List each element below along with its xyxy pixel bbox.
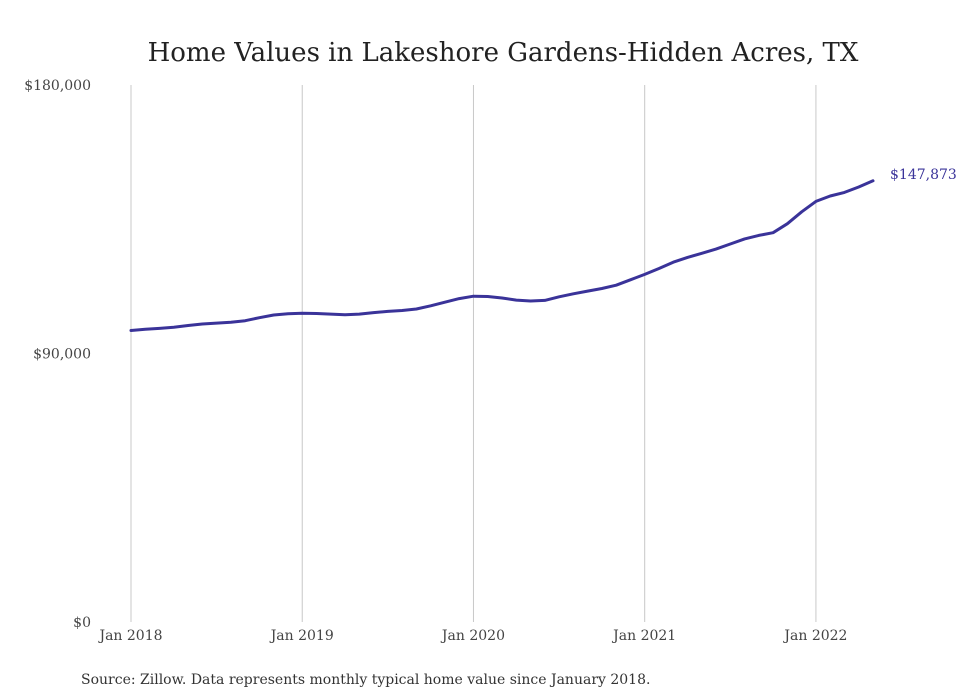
x-tick-label: Jan 2022 [782, 628, 847, 644]
y-tick-label: $0 [73, 615, 91, 631]
source-note: Source: Zillow. Data represents monthly … [81, 672, 650, 688]
series-line [129, 179, 875, 332]
chart-title: Home Values in Lakeshore Gardens-Hidden … [148, 38, 859, 68]
x-axis-ticks: Jan 2018 Jan 2019 Jan 2020 Jan 2021 Jan 2022 [97, 628, 847, 644]
y-tick-label: $180,000 [24, 78, 91, 94]
x-tick-label: Jan 2021 [611, 628, 676, 644]
x-tick-label: Jan 2020 [440, 628, 505, 644]
y-tick-label: $90,000 [33, 347, 91, 363]
x-tick-label: Jan 2018 [97, 628, 162, 644]
y-axis-ticks: $0 $90,000 $180,000 [24, 78, 91, 631]
gridlines [130, 85, 817, 622]
x-tick-label: Jan 2019 [269, 628, 334, 644]
end-value-label: $147,873 [890, 167, 957, 183]
